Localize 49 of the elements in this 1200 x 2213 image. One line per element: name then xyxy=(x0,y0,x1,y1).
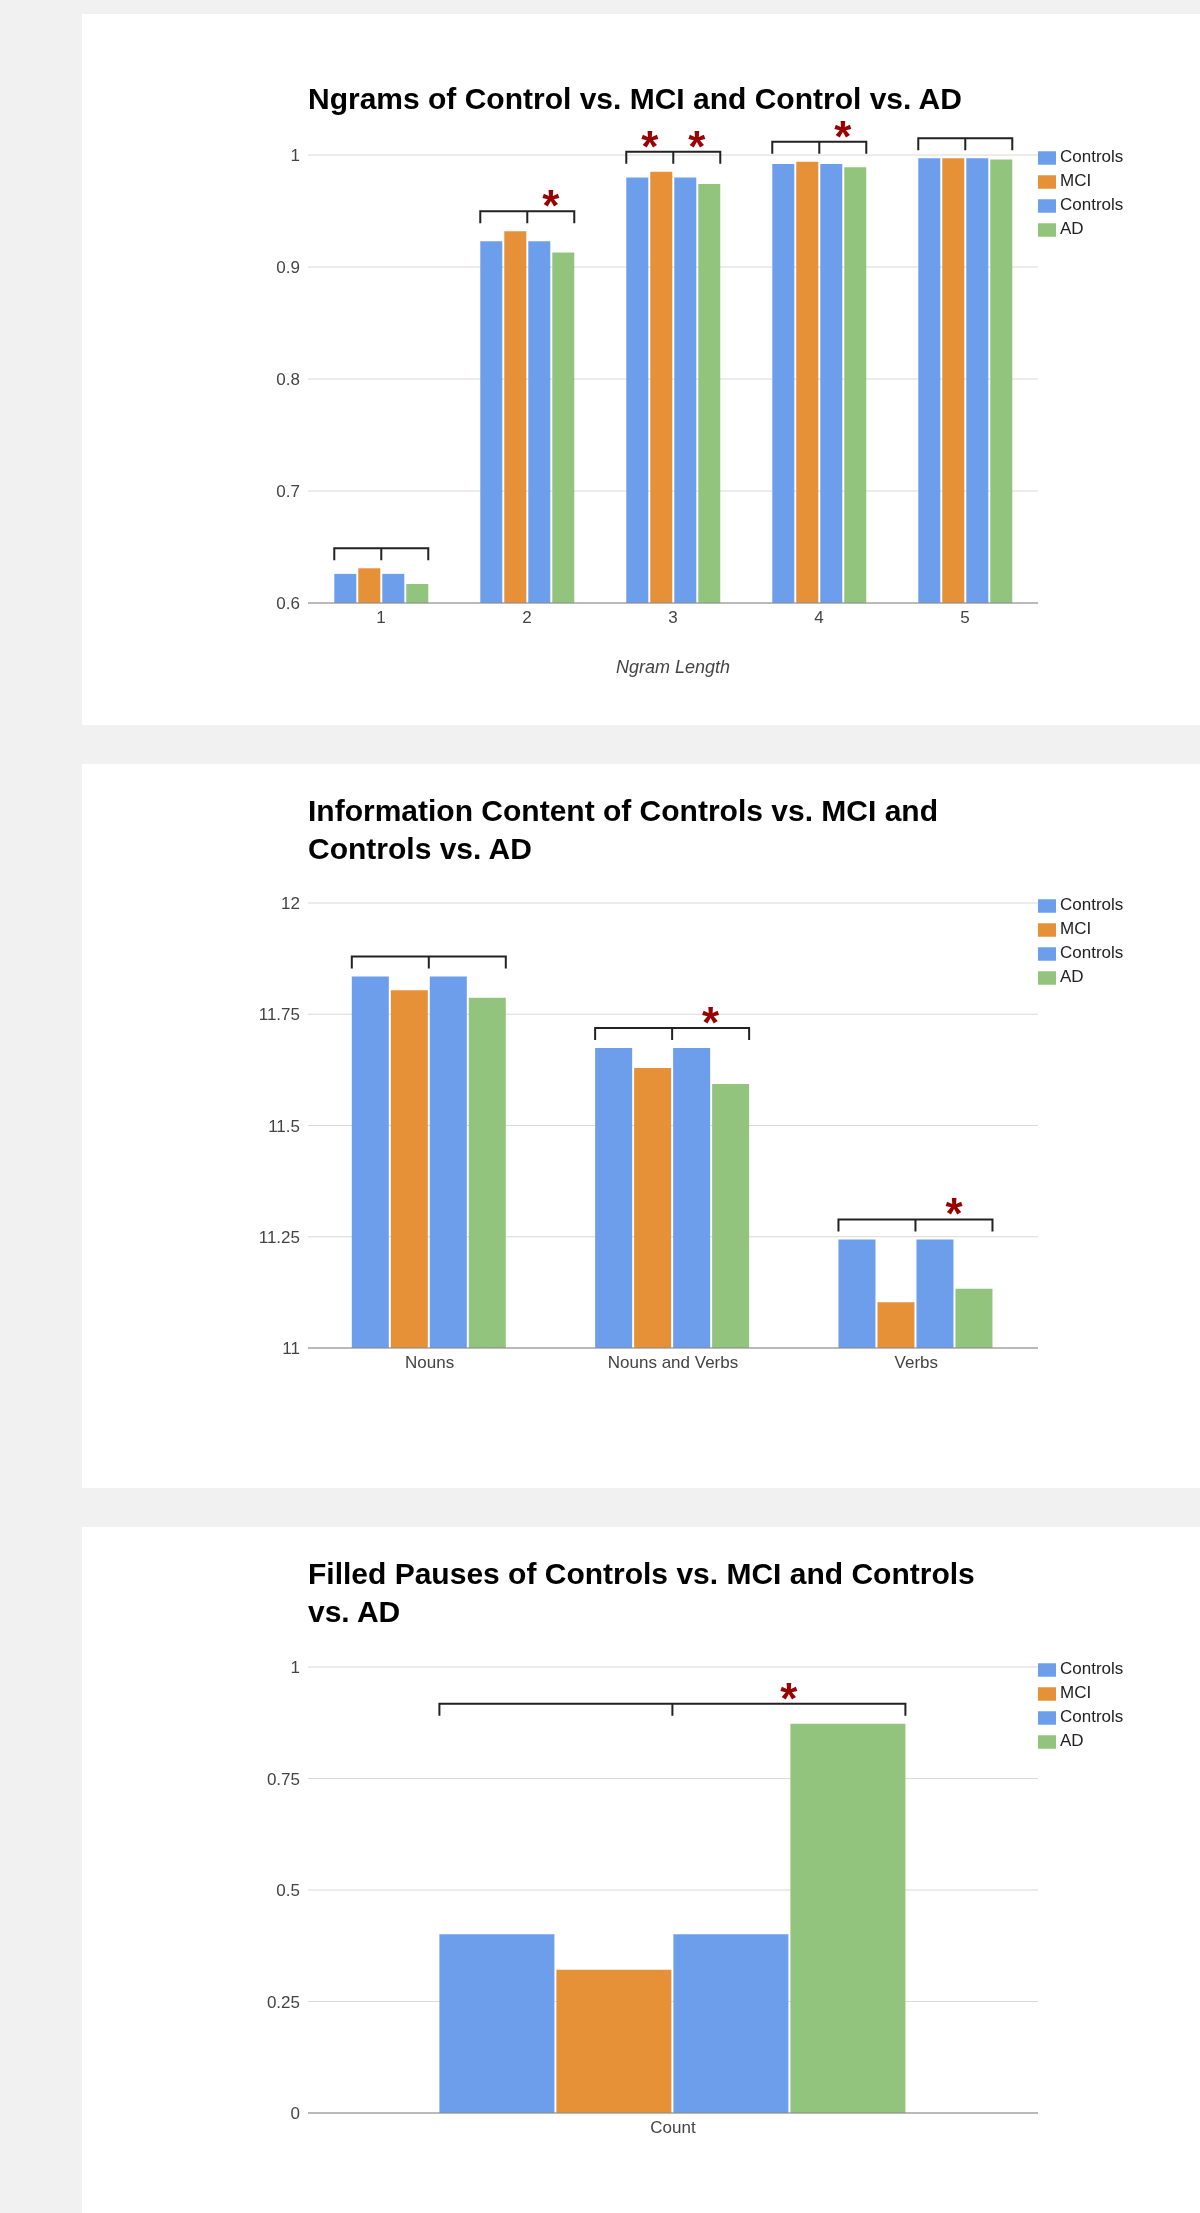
annotation: * xyxy=(702,998,721,1048)
y-tick-label: 0.25 xyxy=(266,1992,300,2012)
legend-label: Controls xyxy=(1060,195,1124,214)
x-tick-label: 5 xyxy=(960,608,970,628)
chart-title: Information Content of Controls vs. MCI and Controls vs. AD xyxy=(308,793,939,867)
bar xyxy=(556,1969,672,2113)
x-tick-label: Count xyxy=(650,2118,696,2138)
y-tick-label: 0.7 xyxy=(276,482,300,502)
x-tick-label: 4 xyxy=(814,608,824,628)
x-tick-label: 3 xyxy=(668,608,678,628)
legend-label: Controls xyxy=(1060,147,1124,166)
annotation: * xyxy=(542,181,561,231)
legend-label: AD xyxy=(1060,967,1084,986)
annotation: * xyxy=(945,1189,964,1239)
y-tick-label: 11 xyxy=(282,1339,300,1359)
annotation: * xyxy=(780,1673,799,1723)
bar xyxy=(790,1723,906,2113)
y-tick-label: 0 xyxy=(290,2104,300,2124)
y-tick-label: 0.9 xyxy=(276,258,300,278)
x-tick-label: Nouns xyxy=(405,1353,455,1373)
legend-label: Controls xyxy=(1060,1659,1124,1678)
x-axis-title: Ngram Length xyxy=(615,657,731,677)
legend-label: MCI xyxy=(1060,171,1092,190)
y-tick-label: 0.75 xyxy=(266,1769,300,1789)
y-tick-label: 0.8 xyxy=(276,370,300,390)
y-tick-label: 12 xyxy=(281,894,300,914)
bar xyxy=(439,1934,555,2113)
annotation: * xyxy=(641,121,660,171)
legend-label: Controls xyxy=(1060,943,1124,962)
legend-label: AD xyxy=(1060,1731,1084,1750)
y-tick-label: 11.75 xyxy=(258,1005,300,1025)
legend-label: AD xyxy=(1060,219,1084,238)
y-tick-label: 1 xyxy=(290,1658,300,1678)
y-tick-label: 0.6 xyxy=(276,594,300,614)
x-tick-label: Nouns and Verbs xyxy=(607,1353,739,1373)
annotation: * xyxy=(688,121,707,171)
x-tick-label: 2 xyxy=(522,608,532,628)
legend-label: Controls xyxy=(1060,895,1124,914)
y-tick-label: 0.5 xyxy=(276,1881,300,1901)
y-tick-label: 11.25 xyxy=(258,1227,300,1247)
x-tick-label: Verbs xyxy=(894,1353,939,1373)
legend-label: Controls xyxy=(1060,1707,1124,1726)
x-tick-label: 1 xyxy=(376,608,386,628)
legend-label: MCI xyxy=(1060,1683,1092,1702)
y-tick-label: 1 xyxy=(290,146,300,166)
chart-title: Filled Pauses of Controls vs. MCI and Controls vs. AD xyxy=(308,1556,976,1630)
y-tick-label: 11.5 xyxy=(268,1116,300,1136)
bar xyxy=(673,1934,789,2113)
legend-label: MCI xyxy=(1060,919,1092,938)
